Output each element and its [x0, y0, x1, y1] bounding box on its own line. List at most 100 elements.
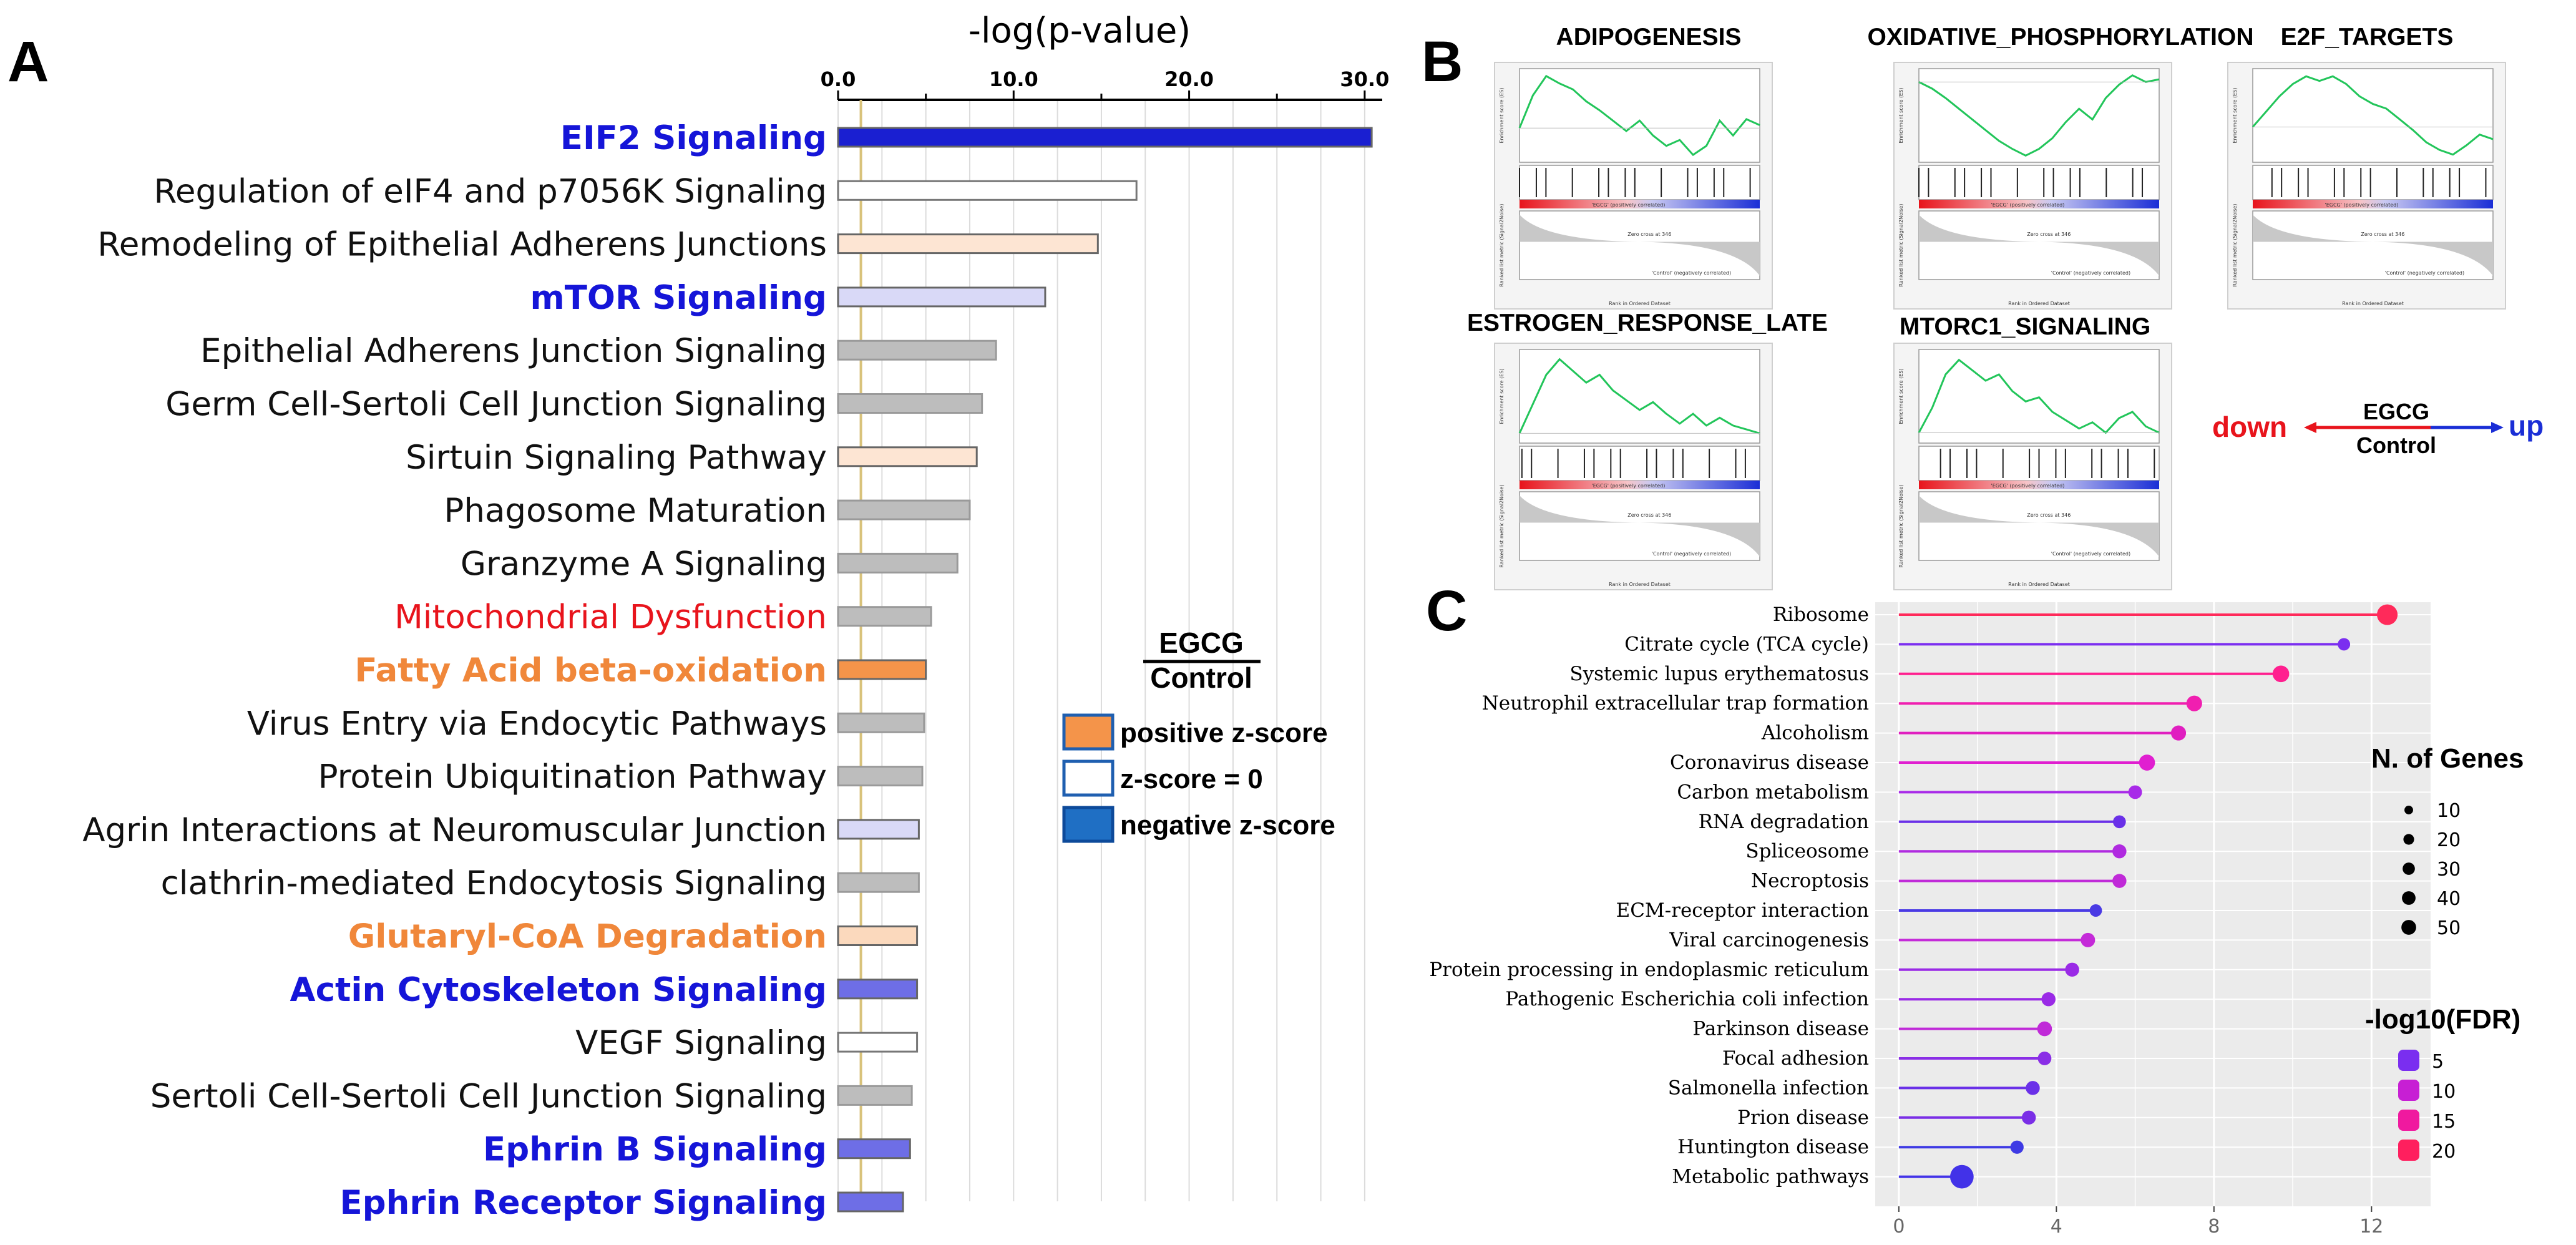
ipa-legend-swatch [1062, 806, 1115, 843]
ipa-category-label: Epithelial Adherens Junction Signaling [200, 332, 827, 370]
lollipop-category-label: Coronavirus disease [1670, 751, 1869, 774]
ipa-legend-swatch [1062, 759, 1115, 797]
color-legend-label: 15 [2432, 1111, 2456, 1133]
gsea-plot: ESTROGEN_RESPONSE_LATE 'EGCG' (positively… [1467, 310, 1828, 590]
size-legend-label: 50 [2437, 917, 2461, 939]
lollipop-dot [2139, 754, 2155, 771]
gsea-ylabel: Enrichment score (ES) [1898, 369, 1904, 424]
size-legend-label: 10 [2437, 800, 2461, 822]
gsea-hits-area [2252, 165, 2494, 200]
ipa-axis-title: -log(p-value) [968, 11, 1191, 51]
ipa-bar [837, 766, 924, 787]
gsea-rank-colorbar [1919, 481, 2159, 489]
ipa-legend-bottom: Control [1150, 662, 1252, 694]
ipa-bar [837, 286, 1046, 308]
color-legend-swatch [2398, 1050, 2419, 1071]
gsea-plot: E2F_TARGETS 'EGCG' (positively correlated… [2227, 24, 2506, 310]
size-legend-dot [2402, 891, 2416, 905]
gsea-es-curve [1518, 358, 1760, 434]
ipa-bar [837, 606, 932, 627]
gsea-rank-colorbar [2253, 200, 2493, 208]
gsea-hits-area [1519, 446, 1760, 481]
lollipop-category-label: Huntington disease [1677, 1136, 1869, 1158]
ipa-category-label: clathrin-mediated Endocytosis Signaling [161, 864, 827, 902]
ipa-category-label: Granzyme A Signaling [461, 545, 827, 583]
up-arrow-head [2491, 422, 2504, 433]
down-arrow-head [2304, 422, 2316, 433]
lollipop-dot [2037, 1021, 2052, 1037]
gsea-zero-cross: Zero cross at 346 [2027, 512, 2071, 518]
lollipop-category-label: Focal adhesion [1722, 1047, 1869, 1070]
ipa-legend-label: z-score = 0 [1120, 764, 1263, 794]
ipa-category-label: Virus Entry via Endocytic Pathways [247, 705, 827, 743]
gsea-pos-label: 'EGCG' (positively correlated) [1991, 483, 2065, 489]
ipa-labels: EIF2 Signaling Regulation of eIF4 and p70… [82, 119, 827, 1222]
panel-c-letter: C [1426, 579, 1467, 643]
size-legend-label: 20 [2437, 829, 2461, 851]
color-legend-label: 10 [2432, 1081, 2456, 1103]
gsea-pos-label: 'EGCG' (positively correlated) [1592, 483, 1666, 489]
ipa-bar [837, 1191, 904, 1213]
ipa-bar [837, 1138, 911, 1160]
ipa-bar [837, 233, 1099, 255]
lollipop-category-label: Systemic lupus erythematosus [1569, 663, 1869, 685]
ipa-bar-chart: -log(p-value) 0.0 10.0 20.0 30.0 EIF2 Signa… [82, 11, 1389, 1222]
size-legend-dot [2401, 920, 2416, 935]
lollipop-dot [2170, 725, 2187, 741]
ipa-legend-label: positive z-score [1120, 718, 1328, 748]
lollipop-chart: Ribosome Citrate cycle (TCA cycle) Systemi… [1429, 602, 2524, 1238]
ipa-x-ticks: 0.0 10.0 20.0 30.0 [821, 67, 1390, 91]
lollipop-dot [2041, 992, 2056, 1007]
gsea-neg-label: 'Control' (negatively correlated) [2051, 270, 2130, 276]
lollipop-plot-background [1875, 602, 2431, 1206]
gsea-metric-fill [1919, 496, 2159, 557]
gsea-plot: ADIPOGENESIS 'EGCG' (positively correlate… [1494, 24, 1773, 310]
lollipop-tick-label: 4 [2051, 1216, 2062, 1238]
gsea-pos-label: 'EGCG' (positively correlated) [1592, 202, 1666, 208]
gsea-plot-title: MTORC1_SIGNALING [1900, 313, 2150, 340]
lollipop-category-label: Prion disease [1737, 1106, 1869, 1129]
lollipop-tick-label: 0 [1893, 1216, 1905, 1238]
color-legend: -log10(FDR) 5 10 15 20 [2365, 1004, 2520, 1163]
gsea-es-curve [1518, 74, 1760, 157]
ipa-bar [837, 712, 925, 733]
ipa-legend-top: EGCG [1159, 627, 1243, 659]
color-legend-swatch [2398, 1140, 2419, 1161]
lollipop-category-label: Parkinson disease [1692, 1018, 1869, 1040]
gsea-es-curve [1918, 74, 2160, 157]
gsea-zero-cross: Zero cross at 346 [2361, 232, 2404, 237]
gsea-ylabel2: Ranked list metric (Signal2Noise) [1898, 485, 1904, 568]
color-legend-swatch [2398, 1110, 2419, 1131]
ipa-bar [837, 872, 920, 893]
lollipop-dot [1950, 1164, 1974, 1189]
ipa-bar [837, 499, 971, 520]
gsea-neg-label: 'Control' (negatively correlated) [2051, 551, 2130, 557]
ipa-category-label: Fatty Acid beta-oxidation [354, 652, 827, 690]
ipa-bar [837, 979, 919, 1000]
gsea-es-area [1918, 349, 2160, 444]
lollipop-category-label: Spliceosome [1745, 840, 1869, 862]
lollipop-dot [2377, 604, 2398, 625]
direction-up-label: up [2509, 409, 2544, 442]
ipa-bar [837, 552, 959, 574]
lollipop-category-label: Neutrophil extracellular trap formation [1482, 692, 1869, 715]
gsea-zero-cross: Zero cross at 346 [1627, 512, 1671, 518]
lollipop-category-label: Protein processing in endoplasmic reticu… [1429, 959, 1869, 981]
gsea-zero-cross: Zero cross at 346 [2027, 232, 2071, 237]
gsea-es-curve [1918, 358, 2160, 434]
ipa-bar [837, 393, 983, 414]
lollipop-dot [2065, 962, 2079, 977]
size-legend-label: 30 [2437, 859, 2461, 881]
gsea-es-area [1519, 68, 1760, 163]
lollipop-category-label: Alcoholism [1761, 722, 1869, 745]
gsea-es-area [1519, 349, 1760, 444]
ipa-category-label: Ephrin Receptor Signaling [339, 1184, 827, 1222]
ipa-tick-label: 10.0 [989, 67, 1038, 91]
lollipop-tick-label: 12 [2359, 1216, 2383, 1238]
gsea-ylabel2: Ranked list metric (Signal2Noise) [1898, 204, 1904, 287]
ipa-category-label: Sertoli Cell-Sertoli Cell Junction Signa… [150, 1077, 827, 1115]
lollipop-dot [2026, 1081, 2040, 1095]
ipa-bar [837, 339, 997, 361]
lollipop-dot [2338, 638, 2351, 651]
ipa-bar [837, 1032, 919, 1053]
